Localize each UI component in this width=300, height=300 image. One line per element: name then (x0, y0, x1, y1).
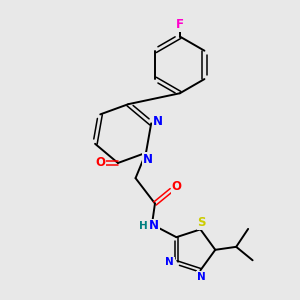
Text: O: O (172, 180, 182, 193)
Text: F: F (176, 18, 184, 31)
Text: N: N (165, 257, 174, 268)
Text: N: N (149, 219, 159, 232)
Text: O: O (95, 157, 105, 169)
Text: N: N (153, 116, 163, 128)
Text: S: S (197, 216, 206, 229)
Text: H: H (139, 221, 148, 231)
Text: N: N (196, 272, 206, 282)
Text: N: N (142, 153, 152, 166)
